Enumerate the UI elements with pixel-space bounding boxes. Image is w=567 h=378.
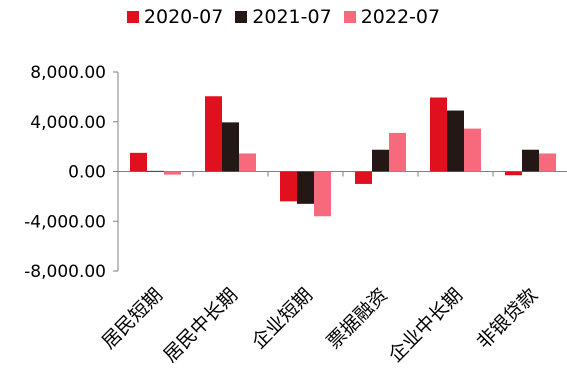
bar-2022-07-居民短期	[164, 171, 181, 175]
bar-2022-07-票据融资	[389, 132, 406, 172]
x-tick-label: 居民短期	[98, 284, 167, 353]
legend-item-2020: 2020-07	[126, 6, 224, 28]
bar-2022-07-企业短期	[314, 171, 331, 217]
bar-2020-07-企业中长期	[430, 97, 447, 172]
y-tick-label: 0.00	[68, 163, 106, 183]
y-tick-label: -4,000.00	[24, 212, 106, 232]
x-tick-label: 非银贷款	[473, 284, 542, 353]
bar-2020-07-非银贷款	[505, 171, 522, 176]
bar-2021-07-居民中长期	[222, 122, 239, 172]
x-tick-label: 企业中长期	[384, 284, 467, 367]
y-tick-label: 4,000.00	[30, 113, 106, 133]
legend-label-2020: 2020-07	[143, 6, 224, 28]
bar-2020-07-居民中长期	[205, 96, 222, 172]
bar-2021-07-居民短期	[147, 170, 164, 172]
legend-swatch-2021	[235, 11, 248, 23]
bar-2021-07-企业中长期	[447, 110, 464, 172]
legend-item-2021: 2021-07	[235, 6, 332, 28]
legend-swatch-2020	[126, 11, 139, 23]
bar-2021-07-票据融资	[372, 149, 389, 172]
legend-label-2021: 2021-07	[252, 6, 332, 28]
y-tick-label: -8,000.00	[24, 262, 106, 282]
legend-swatch-2022	[343, 11, 356, 23]
bar-2020-07-居民短期	[130, 152, 147, 172]
legend-label-2022: 2022-07	[360, 6, 441, 28]
legend: 2020-07 2021-07 2022-07	[0, 6, 567, 28]
bar-2022-07-企业中长期	[464, 128, 481, 172]
bar-2021-07-非银贷款	[522, 149, 539, 172]
bar-2021-07-企业短期	[297, 171, 314, 204]
bar-2020-07-企业短期	[280, 171, 297, 202]
x-tick-label: 企业短期	[248, 284, 317, 353]
legend-item-2022: 2022-07	[343, 6, 441, 28]
x-tick-label: 居民中长期	[159, 284, 242, 367]
bar-2022-07-居民中长期	[239, 153, 256, 172]
bar-2022-07-非银贷款	[539, 153, 556, 172]
y-tick-label: 8,000.00	[30, 63, 106, 83]
bar-2020-07-票据融资	[355, 171, 372, 184]
x-tick-label: 票据融资	[323, 284, 392, 353]
